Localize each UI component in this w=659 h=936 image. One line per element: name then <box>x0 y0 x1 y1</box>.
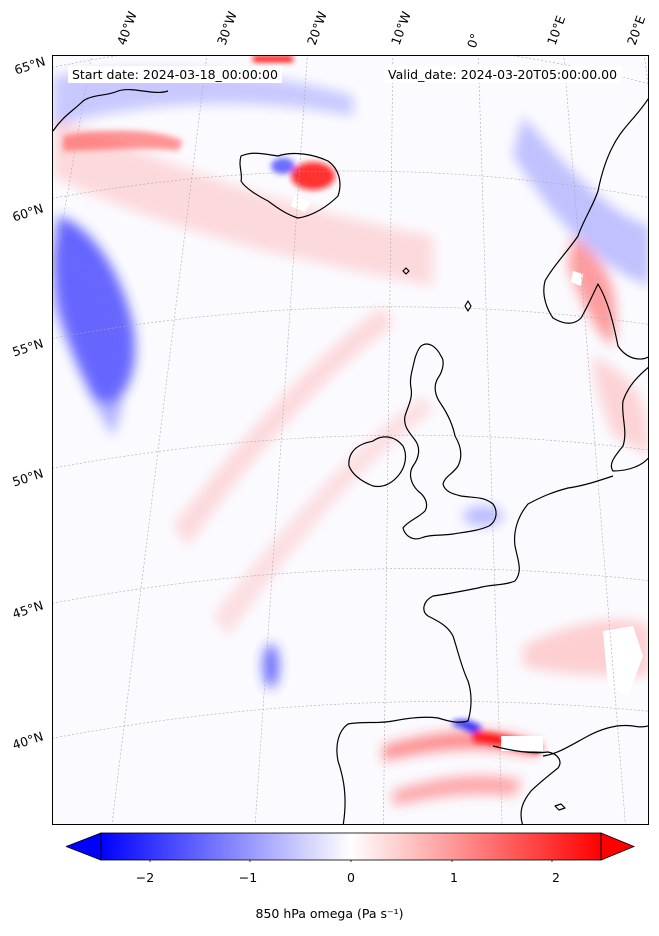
faroe-islands <box>402 267 410 275</box>
lat-label-55n: 55°N <box>10 335 46 360</box>
lon-label-10e: 10°E <box>543 13 569 47</box>
lon-label-0: 0° <box>463 31 483 50</box>
lat-label-65n: 65°N <box>12 53 48 78</box>
iceland-coast <box>239 152 341 219</box>
cbar-tick-label: −1 <box>238 870 258 885</box>
lon-label-40w: 40°W <box>113 9 140 47</box>
iberia-med-coast <box>492 745 561 824</box>
lon-label-30w: 30°W <box>213 9 240 47</box>
lat-label-50n: 50°N <box>10 465 46 490</box>
colorbar-label: 850 hPa omega (Pa s⁻¹) <box>255 906 404 921</box>
continental-coast <box>336 475 614 824</box>
lon-label-20w: 20°W <box>303 9 330 47</box>
coastlines <box>53 88 648 824</box>
colorbar-high-extend <box>600 832 636 861</box>
colorbar-body <box>100 832 602 861</box>
lat-label-40n: 40°N <box>10 728 46 753</box>
colorbar <box>66 832 636 862</box>
france-med-coast <box>542 724 648 757</box>
greenland-coast <box>53 88 169 132</box>
missing-data-regions <box>291 196 643 751</box>
lat-label-45n: 45°N <box>10 597 46 622</box>
colorbar-low-extend <box>66 832 102 861</box>
cbar-tick-label: 0 <box>347 870 355 885</box>
map-panel <box>52 55 649 825</box>
omega-field <box>53 70 648 806</box>
lat-label-60n: 60°N <box>10 200 46 225</box>
lon-label-20e: 20°E <box>623 13 649 47</box>
scandinavia-coast <box>543 97 648 360</box>
shetland-islands <box>464 300 472 312</box>
cbar-tick-label: −2 <box>135 870 155 885</box>
cbar-tick-label: 2 <box>552 870 560 885</box>
omega-field-map <box>53 56 648 824</box>
lon-label-10w: 10°W <box>387 9 414 47</box>
ireland-coast <box>348 436 407 488</box>
cbar-tick-label: 1 <box>450 870 458 885</box>
valid-date-label: Valid_date: 2024-03-20T05:00:00.00 <box>384 66 622 83</box>
start-date-label: Start date: 2024-03-18_00:00:00 <box>68 66 282 83</box>
sweden-coast <box>610 366 648 472</box>
great-britain-coast <box>402 343 497 540</box>
balearic-islands <box>554 803 566 811</box>
